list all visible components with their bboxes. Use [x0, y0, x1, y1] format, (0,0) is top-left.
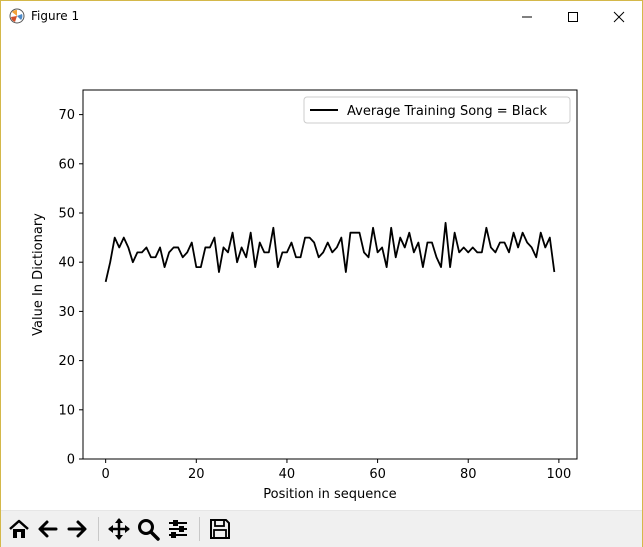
y-tick-label: 10: [58, 403, 75, 418]
x-axis-label: Position in sequence: [263, 487, 396, 502]
maximize-button[interactable]: [550, 1, 596, 32]
legend: Average Training Song = Black: [303, 96, 571, 124]
configure-icon: [169, 520, 187, 538]
minimize-button[interactable]: [504, 1, 550, 32]
y-tick-label: 40: [58, 256, 75, 271]
y-tick-label: 50: [58, 207, 75, 222]
x-tick-label: 20: [188, 467, 205, 482]
pan-icon: [108, 518, 130, 540]
y-axis-label: Value In Dictionary: [31, 213, 46, 336]
zoom-icon: [138, 519, 160, 541]
navigation-toolbar: [1, 510, 642, 547]
minimize-icon: [522, 16, 532, 17]
legend-label: Average Training Song = Black: [347, 104, 547, 119]
back-icon: [38, 520, 58, 538]
y-tick-label: 70: [58, 108, 75, 123]
close-icon: [613, 11, 625, 22]
x-tick-label: 0: [102, 467, 110, 482]
x-tick-label: 40: [279, 467, 296, 482]
x-tick-label: 100: [546, 467, 571, 482]
pan-button[interactable]: [105, 515, 133, 543]
title-bar[interactable]: Figure 1: [1, 1, 642, 32]
figure-canvas[interactable]: 0 20 40 60 80 100 0 10 20 30 40 50 60 70 Position in …: [1, 32, 642, 510]
toolbar-separator: [98, 517, 99, 541]
y-tick-label: 60: [58, 157, 75, 172]
series-line: [104, 221, 556, 283]
forward-button[interactable]: [63, 515, 91, 543]
close-button[interactable]: [596, 1, 642, 32]
configure-subplots-button[interactable]: [164, 515, 192, 543]
zoom-button[interactable]: [134, 515, 162, 543]
matplotlib-app-icon: [9, 8, 25, 24]
save-button[interactable]: [206, 515, 234, 543]
y-tick-label: 30: [58, 305, 75, 320]
save-icon: [210, 519, 230, 539]
home-icon: [9, 519, 29, 538]
x-tick-label: 60: [369, 467, 386, 482]
window-title: Figure 1: [31, 9, 80, 23]
back-button[interactable]: [34, 515, 62, 543]
line-chart: 0 20 40 60 80 100 0 10 20 30 40 50 60 70 Position in …: [31, 89, 578, 502]
maximize-icon: [568, 11, 578, 22]
y-tick-label: 0: [67, 453, 75, 468]
axes-frame: [82, 89, 578, 460]
x-tick-label: 80: [460, 467, 477, 482]
forward-icon: [67, 520, 87, 538]
home-button[interactable]: [5, 515, 33, 543]
legend-box: [303, 96, 571, 124]
y-tick-label: 20: [58, 354, 75, 369]
toolbar-separator: [199, 517, 200, 541]
